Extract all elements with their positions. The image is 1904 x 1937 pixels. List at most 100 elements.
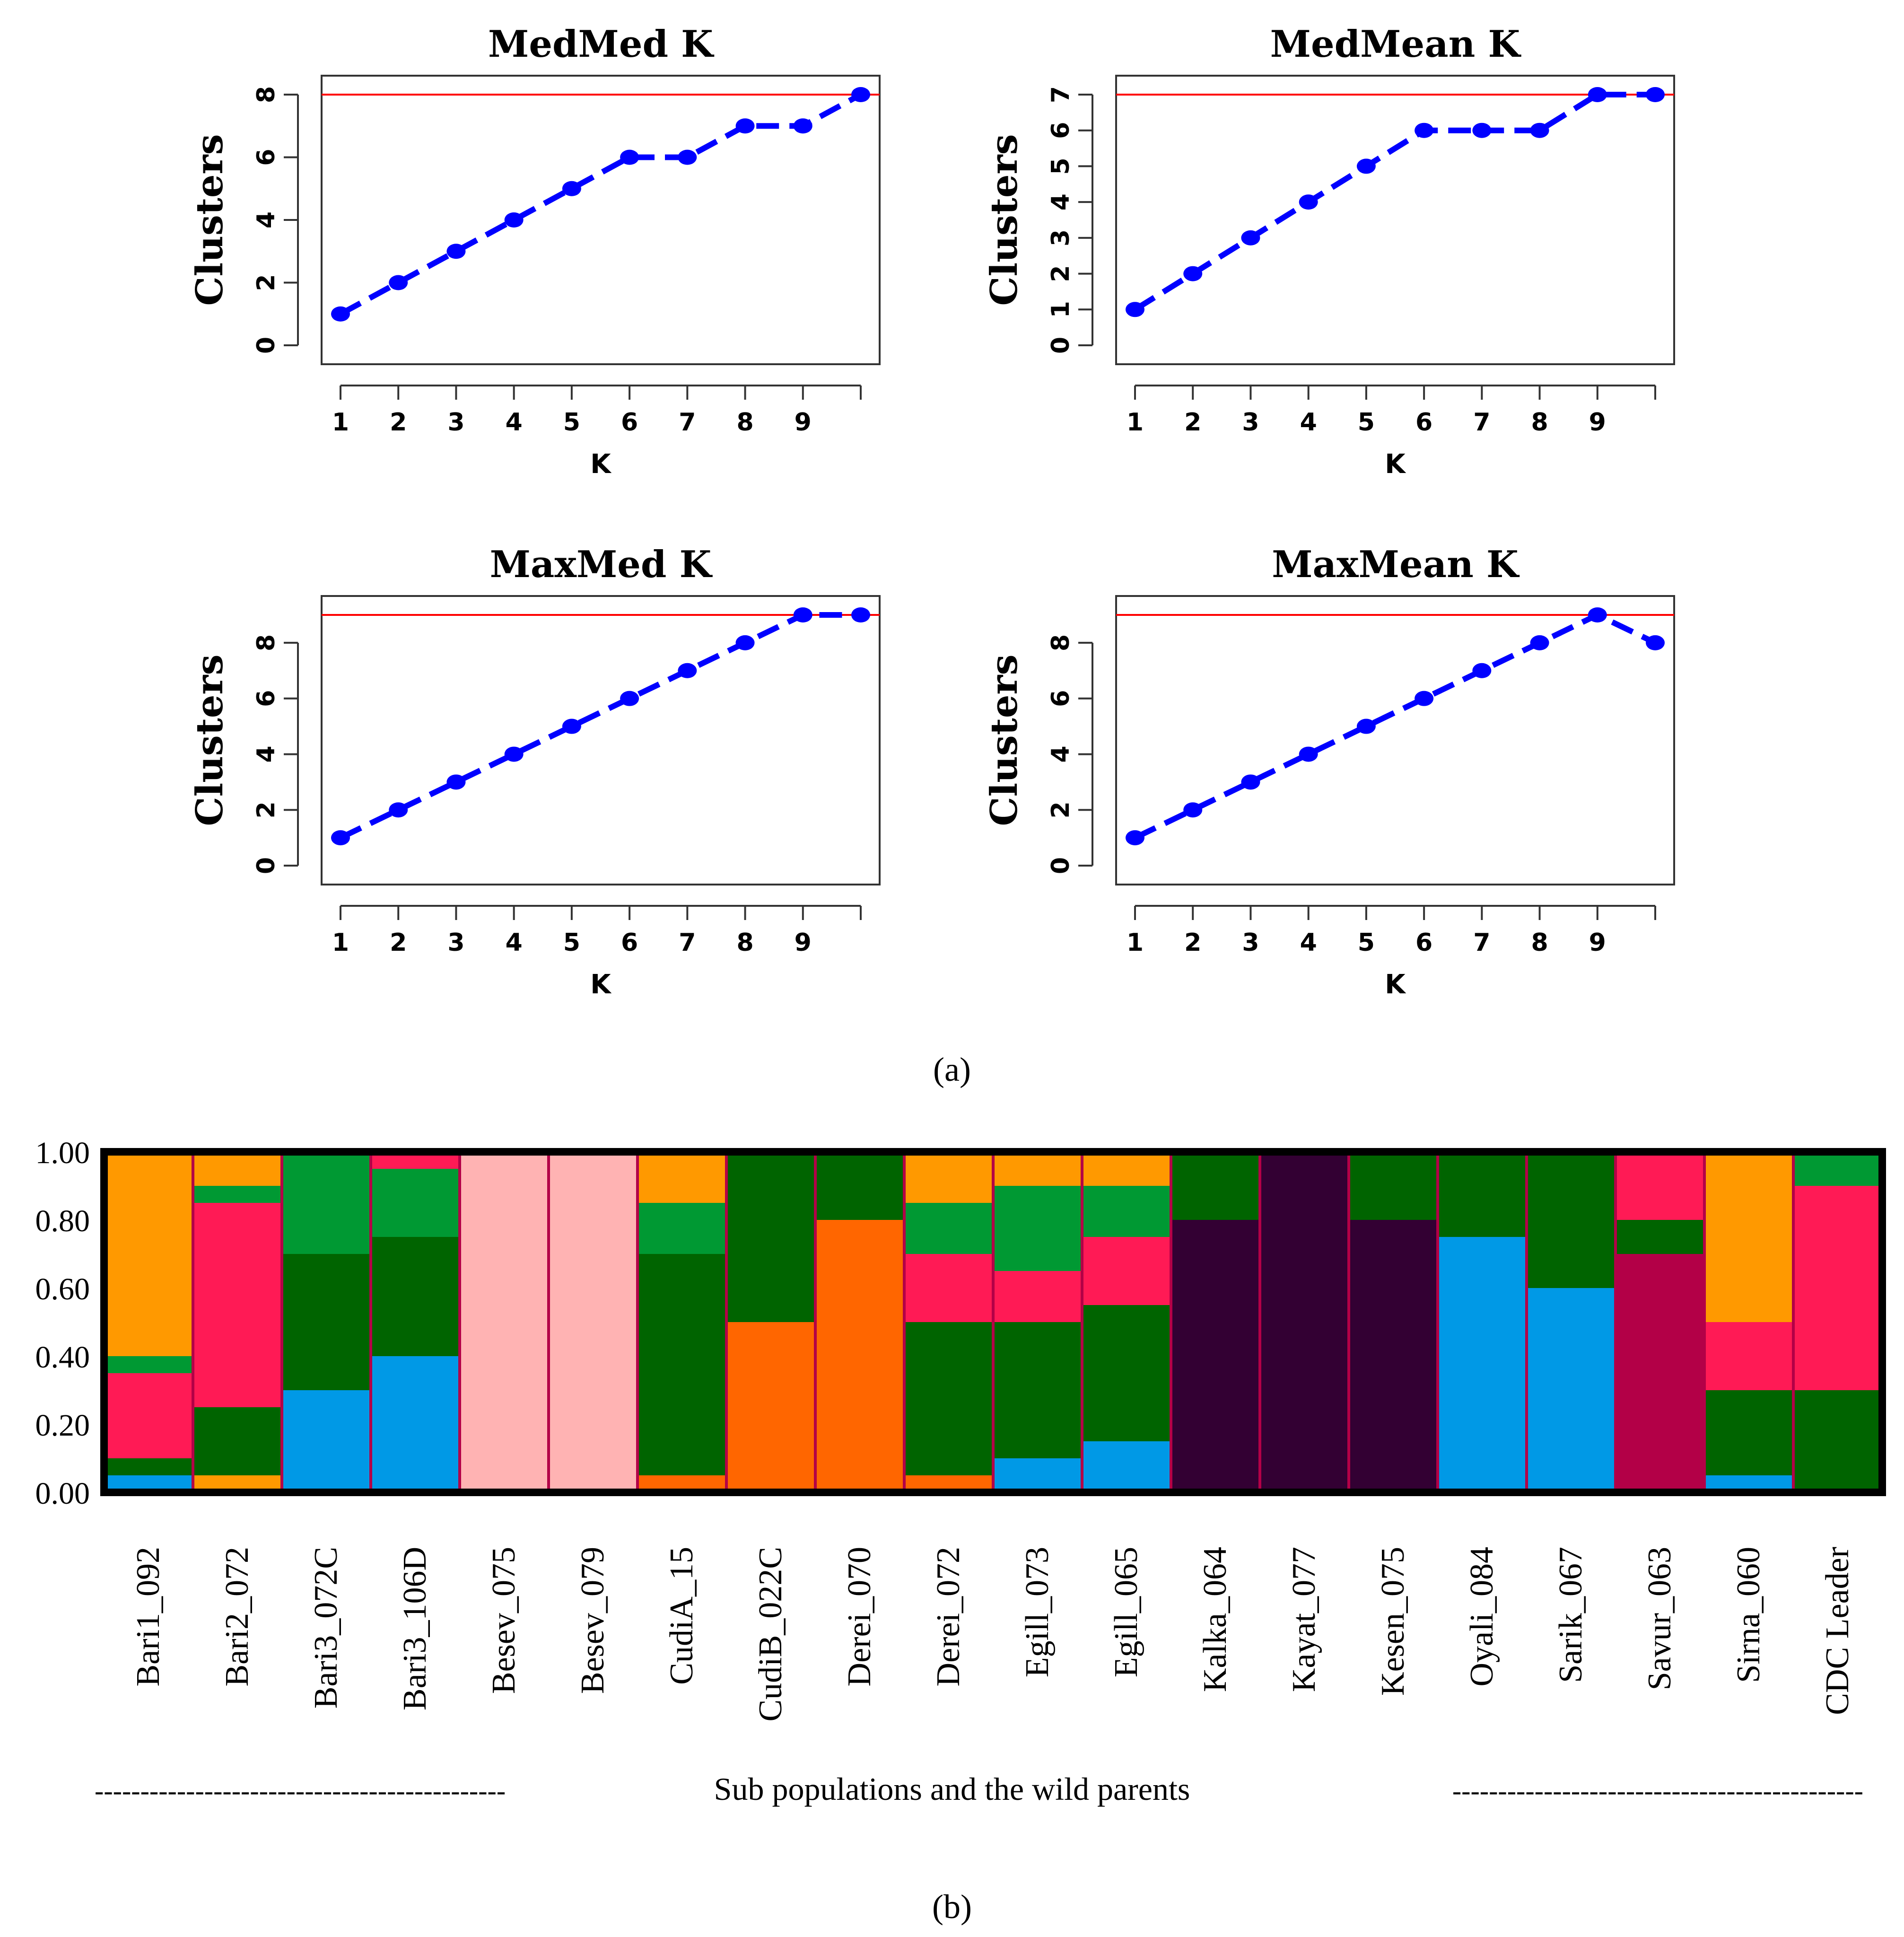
x-tick-label: 2 bbox=[390, 408, 407, 437]
bar-segment bbox=[371, 1356, 460, 1492]
data-point bbox=[1126, 830, 1144, 846]
data-point bbox=[1588, 607, 1607, 622]
bar-segment bbox=[1527, 1152, 1616, 1288]
x-tick-label: 3 bbox=[1242, 408, 1259, 437]
x-tick-label: 8 bbox=[736, 408, 753, 437]
y-tick-label: 7 bbox=[1047, 86, 1075, 103]
bar-group: Besev_079 bbox=[547, 1152, 638, 1694]
category-label: Derei_072 bbox=[930, 1547, 967, 1686]
bar-segment bbox=[1349, 1220, 1438, 1492]
bar-segment bbox=[1082, 1441, 1171, 1492]
x-tick-label: 3 bbox=[447, 408, 464, 437]
bar-segment bbox=[104, 1356, 193, 1373]
x-tick-label: 9 bbox=[795, 408, 812, 437]
data-point bbox=[1356, 158, 1376, 174]
data-point bbox=[1183, 266, 1203, 281]
data-point bbox=[735, 118, 755, 134]
bar-segment bbox=[1793, 1152, 1883, 1186]
bar-segment bbox=[1793, 1390, 1883, 1492]
panel-b-structure-bar-chart: Bari1_092 Bari2_072 Bari3_072C Bari3_106D Be… bbox=[35, 1136, 1886, 1722]
category-label: Kayat_077 bbox=[1286, 1547, 1322, 1692]
bar-group: Savur_063 bbox=[1614, 1152, 1705, 1690]
data-point bbox=[1530, 123, 1549, 138]
category-label: Egill_073 bbox=[1019, 1547, 1056, 1677]
bar-group: Sirna_060 bbox=[1703, 1152, 1794, 1683]
x-tick-label: 5 bbox=[1358, 929, 1375, 957]
data-point bbox=[331, 306, 350, 322]
x-tick-label: 5 bbox=[563, 929, 580, 957]
x-axis-label: K bbox=[1385, 969, 1406, 1000]
x-tick-label: 2 bbox=[1184, 929, 1201, 957]
data-point bbox=[1415, 691, 1434, 706]
bar-segment bbox=[1704, 1152, 1794, 1322]
x-tick-label: 5 bbox=[563, 408, 580, 437]
y-tick-label: 8 bbox=[252, 86, 280, 103]
bar-segment bbox=[104, 1458, 193, 1475]
y-tick-label: 6 bbox=[252, 690, 280, 707]
x-tick-label: 9 bbox=[1589, 929, 1606, 957]
x-tick-label: 7 bbox=[1473, 408, 1490, 437]
bar-segment bbox=[726, 1152, 816, 1322]
bar-segment bbox=[193, 1407, 282, 1475]
y-tick-label: 6 bbox=[1047, 690, 1075, 707]
bar-segment bbox=[1438, 1152, 1527, 1237]
bar-group: CudiB_022C bbox=[725, 1152, 816, 1722]
data-point bbox=[851, 607, 870, 622]
chart-title: MedMed K bbox=[488, 23, 715, 66]
bar-segment bbox=[1171, 1152, 1260, 1220]
x-tick-label: 3 bbox=[1242, 929, 1259, 957]
data-point bbox=[1530, 635, 1549, 650]
y-tick-label: 0 bbox=[1047, 857, 1075, 874]
x-tick-label: 4 bbox=[506, 408, 523, 437]
series-line bbox=[339, 92, 862, 317]
category-label: Kalka_064 bbox=[1197, 1547, 1233, 1692]
bar-group: Egill_073 bbox=[992, 1152, 1083, 1677]
y-tick-label: 0.40 bbox=[35, 1340, 90, 1375]
x-tick-label: 6 bbox=[1415, 408, 1432, 437]
data-point bbox=[1588, 87, 1607, 102]
data-point bbox=[389, 275, 408, 290]
plot-frame bbox=[1115, 75, 1675, 365]
bar-group: Bari3_072C bbox=[280, 1152, 371, 1709]
category-label: CudiB_022C bbox=[752, 1547, 789, 1722]
line-chart-3: MaxMed K Clusters K 0 2 4 6 8 1 2 3 4 5 6 7 8 9 bbox=[188, 543, 881, 1000]
bar-segment bbox=[104, 1373, 193, 1458]
data-point bbox=[851, 87, 870, 102]
x-tick-label: 2 bbox=[1184, 408, 1201, 437]
x-tick-label: 7 bbox=[1473, 929, 1490, 957]
x-axis-label: K bbox=[590, 969, 612, 1000]
data-point bbox=[620, 149, 639, 165]
category-label: Bari3_106D bbox=[397, 1547, 433, 1710]
x-tick-label: 1 bbox=[332, 408, 349, 437]
data-point bbox=[735, 635, 755, 650]
bar-segment bbox=[1527, 1288, 1616, 1492]
x-tick-label: 9 bbox=[795, 929, 812, 957]
bar-group: Kayat_077 bbox=[1258, 1152, 1349, 1692]
category-label: Bari3_072C bbox=[308, 1547, 344, 1709]
bar-segment bbox=[726, 1322, 816, 1492]
panel-a-label: (a) bbox=[933, 1051, 971, 1088]
y-tick-label: 5 bbox=[1047, 158, 1075, 175]
bar-segment bbox=[1082, 1305, 1171, 1441]
bar-group: Bari1_092 bbox=[103, 1152, 193, 1687]
category-label: Bari2_072 bbox=[219, 1547, 255, 1687]
data-point bbox=[1356, 719, 1376, 734]
y-tick-label: 8 bbox=[252, 634, 280, 651]
x-tick-label: 4 bbox=[1300, 408, 1317, 437]
bar-group: Oyali_084 bbox=[1436, 1152, 1527, 1687]
data-point bbox=[793, 607, 812, 622]
category-label: Savur_063 bbox=[1642, 1547, 1678, 1690]
bar-segment bbox=[1793, 1186, 1883, 1390]
y-tick-label: 2 bbox=[252, 274, 280, 291]
bar-segment bbox=[1171, 1220, 1260, 1492]
footer-dashes-left: ----------------------------------------… bbox=[95, 1775, 506, 1806]
data-point bbox=[1646, 635, 1665, 650]
x-axis-label: K bbox=[590, 449, 612, 480]
data-point bbox=[793, 118, 812, 134]
bar-segment bbox=[282, 1254, 371, 1390]
bar-segment bbox=[1616, 1220, 1705, 1254]
category-label: Kesen_075 bbox=[1375, 1547, 1411, 1696]
bar-segment bbox=[282, 1152, 371, 1254]
bar-segment bbox=[638, 1254, 727, 1475]
